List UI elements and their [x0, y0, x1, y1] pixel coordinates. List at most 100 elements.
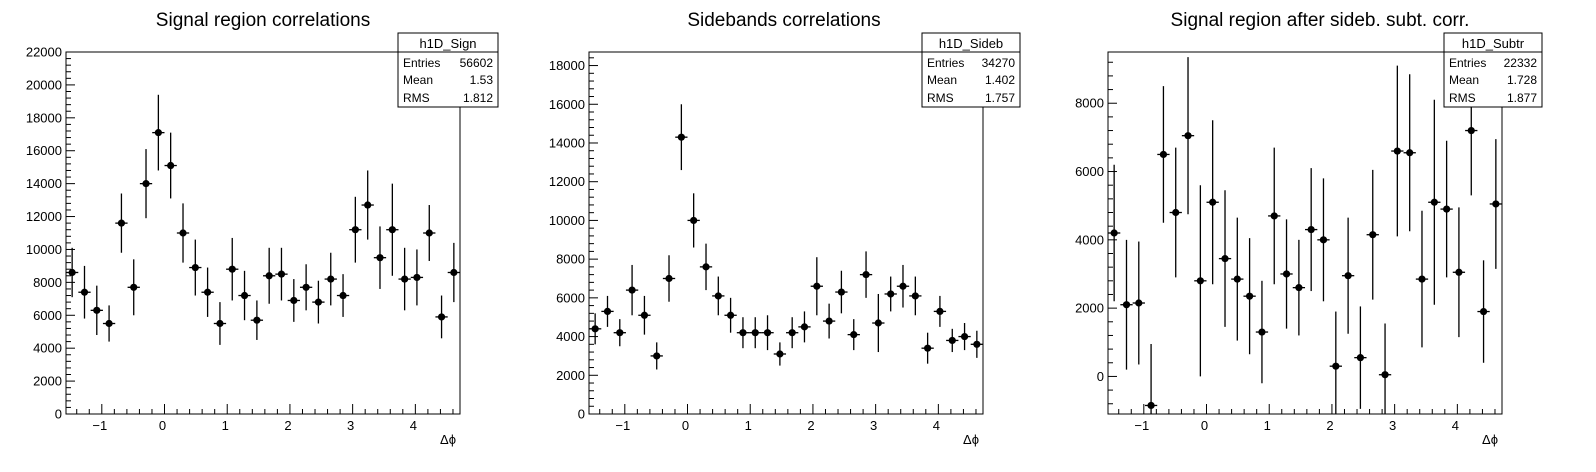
y-tick-label: 8000: [1075, 96, 1104, 111]
y-tick-label: 4000: [556, 329, 585, 344]
stats-box: h1D_Sideb Entries 34270 Mean 1.402 RMS 1.757: [921, 32, 1021, 108]
stats-row-label: Mean: [1449, 73, 1479, 87]
y-tick-label: 18000: [549, 58, 585, 73]
stats-box-name: h1D_Sign: [419, 36, 476, 51]
data-point: [859, 251, 873, 298]
marker: [640, 311, 649, 319]
marker: [290, 296, 298, 305]
data-point: [213, 302, 227, 345]
data-point: [423, 205, 436, 261]
marker: [167, 161, 175, 170]
data-point: [435, 295, 448, 339]
marker: [302, 283, 310, 291]
stats-box-frame: [1443, 32, 1543, 108]
marker: [899, 282, 907, 290]
data-point: [761, 315, 774, 351]
chart-title: Signal region correlations: [156, 10, 370, 31]
data-point: [625, 264, 639, 316]
data-points: [66, 94, 460, 345]
marker: [690, 216, 698, 225]
data-point: [176, 203, 190, 263]
x-tick-label: −1: [615, 418, 630, 433]
marker: [1295, 284, 1303, 292]
data-point: [1317, 178, 1330, 302]
marker: [216, 319, 224, 328]
x-tick-label: 4: [933, 418, 940, 433]
data-point: [675, 104, 688, 171]
data-point: [601, 295, 614, 327]
chart-title: Sidebands correlations: [687, 10, 880, 31]
marker: [327, 275, 335, 283]
x-axis-label: Δϕ: [1482, 432, 1498, 447]
marker: [1110, 229, 1118, 237]
marker: [228, 265, 236, 273]
data-points: [589, 104, 983, 370]
data-point: [1305, 168, 1318, 292]
marker: [80, 288, 89, 296]
data-point: [410, 249, 424, 306]
marker: [130, 283, 138, 291]
stats-row-value: 1.728: [1507, 73, 1537, 87]
marker: [142, 180, 150, 188]
y-tick-label: 2000: [556, 368, 585, 383]
data-point: [638, 295, 651, 335]
data-point: [287, 279, 300, 322]
marker: [253, 316, 261, 324]
marker: [388, 226, 396, 234]
marker: [763, 329, 772, 337]
marker: [1369, 231, 1377, 239]
data-point: [933, 295, 947, 327]
data-point: [650, 342, 663, 370]
marker: [240, 291, 249, 300]
stats-box: h1D_Subtr Entries 22332 Mean 1.728 RMS 1.877: [1443, 32, 1543, 108]
marker: [191, 263, 199, 272]
x-tick-label: 3: [870, 418, 877, 433]
x-tick-label: 1: [745, 418, 752, 433]
data-point: [970, 330, 983, 358]
stats-row-value: 34270: [982, 56, 1016, 70]
marker: [665, 274, 673, 283]
data-point: [299, 264, 313, 311]
data-point: [386, 183, 399, 276]
y-tick-label: 16000: [549, 97, 585, 112]
data-point: [1218, 190, 1232, 327]
stats-row-label: Mean: [927, 73, 957, 87]
marker: [1258, 328, 1266, 336]
data-point: [699, 243, 713, 291]
y-tick-label: 6000: [1075, 164, 1104, 179]
data-point: [1440, 140, 1453, 278]
data-point: [275, 247, 288, 301]
x-tick-label: 0: [159, 418, 166, 433]
data-point: [810, 257, 823, 316]
data-point: [152, 94, 165, 171]
data-point: [361, 170, 374, 240]
data-point: [884, 276, 897, 312]
marker: [1332, 362, 1340, 370]
data-point: [1268, 147, 1281, 285]
marker: [1418, 275, 1426, 283]
data-point: [1144, 343, 1158, 414]
data-point: [1108, 164, 1121, 302]
x-axis-label: Δϕ: [440, 432, 456, 447]
marker: [1307, 225, 1315, 234]
data-point: [872, 293, 885, 353]
y-tick-label: 18000: [26, 110, 62, 125]
data-point: [589, 313, 602, 345]
stats-row-label: Mean: [403, 73, 433, 87]
data-point: [736, 317, 750, 349]
data-point: [336, 274, 350, 317]
marker: [973, 340, 981, 348]
stats-row-value: 1.812: [463, 91, 493, 105]
data-point: [226, 237, 239, 301]
marker: [825, 317, 833, 325]
marker: [1356, 354, 1365, 362]
stats-box-frame: [921, 32, 1021, 108]
marker: [1221, 255, 1229, 263]
marker: [1443, 205, 1451, 213]
marker: [813, 282, 821, 290]
x-tick-label: 2: [284, 418, 291, 433]
marker: [874, 319, 882, 327]
data-point: [139, 149, 153, 219]
y-tick-label: 2000: [1075, 301, 1104, 316]
